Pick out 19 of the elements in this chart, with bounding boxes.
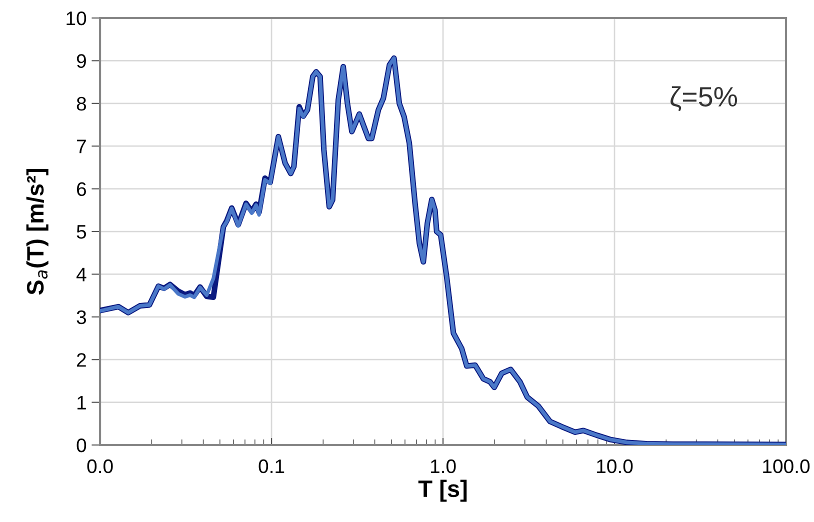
- y-tick-label: 7: [77, 140, 86, 154]
- x-tick-label: 0.1: [258, 459, 284, 474]
- x-tick-label: 10.0: [597, 459, 633, 474]
- y-tick-label: 9: [76, 54, 86, 68]
- x-axis-title: T [s]: [418, 480, 467, 502]
- y-tick-label: 4: [76, 268, 86, 282]
- y-tick-label: 5: [76, 225, 86, 239]
- x-tick-label: 1.0: [430, 459, 456, 474]
- y-tick-label: 1: [78, 396, 86, 410]
- y-tick-label: 0: [76, 438, 86, 452]
- y-tick-label: 10: [66, 11, 86, 26]
- y-tick-label: 8: [76, 96, 86, 111]
- annotation: ζ=5%: [670, 86, 738, 112]
- y-axis-title: S$_{a}$(T) [m/s²]: [26, 168, 48, 295]
- x-tick-label: 0.0: [87, 459, 113, 474]
- y-tick-label: 3: [76, 310, 86, 324]
- y-tick-label: 2: [77, 353, 86, 367]
- y-tick-label: 6: [77, 182, 86, 196]
- x-tick-label: 100.0: [763, 459, 810, 474]
